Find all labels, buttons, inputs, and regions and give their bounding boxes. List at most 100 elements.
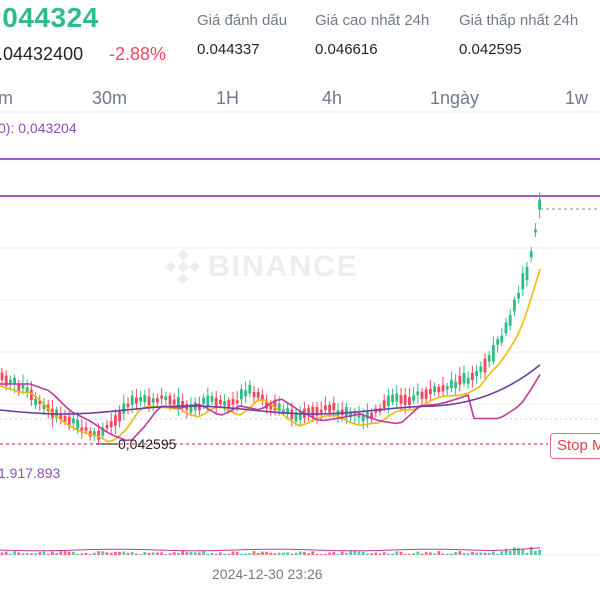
volume-bar [46,553,50,555]
candle-body [445,386,449,390]
candle-body [126,403,130,408]
candle-body [286,408,289,414]
candle-body [202,397,205,404]
volume-bar [135,553,138,555]
tab-timeframe-4h[interactable]: 4h [322,88,343,108]
candle-body [429,388,432,395]
high-24h-label: Giá cao nhất 24h [315,12,430,29]
candle-body [0,372,4,381]
volume-bar [345,553,348,555]
volume-bar [458,551,462,555]
volume-bar [517,548,520,555]
volume-ma-line [0,547,541,552]
candle-body [500,335,504,343]
volume-bar [391,553,394,555]
candle-body [135,397,138,404]
candle-body [391,394,394,402]
volume-bar [340,551,344,555]
volume-bar [59,551,63,555]
volume-bar [286,552,289,555]
stop-market-badge[interactable]: Stop M [550,433,600,459]
candle-body [160,395,163,399]
volume-bar [101,551,105,555]
tab-timeframe-1h[interactable]: 1H [216,88,240,108]
candle-body [151,398,155,403]
tab-timeframe-30m[interactable]: 30m [92,88,128,108]
volume-bar [382,552,386,555]
volume-bar [366,553,369,555]
volume-bar [357,551,361,555]
candle-body [143,395,147,403]
candle-body [177,397,180,408]
candle-body [59,413,63,420]
ma-mid-line [0,374,541,442]
volume-bar [349,551,352,555]
crosshair-time-label: 2024-12-30 23:26 [212,566,323,582]
volume-bar [72,551,75,555]
volume-bar [248,553,252,555]
candle-body [252,392,256,398]
tab-timeframe-1w[interactable]: 1w [565,88,589,108]
candle-body [156,398,159,403]
volume-bar [433,553,436,555]
volume-bar [210,552,214,555]
volume-bar [454,551,457,555]
volume-bar [403,553,407,555]
volume-bar [265,551,268,555]
volume-bar [307,553,310,555]
volume-bar [193,552,197,555]
candle-body [240,389,243,400]
volume-bar [399,551,403,555]
volume-bar [67,551,71,555]
volume-bar [105,552,109,555]
candle-body [529,251,533,258]
volume-bar [63,551,67,555]
low-price-marker-label: 0,042595 [118,436,177,452]
volume-bar [97,551,100,555]
candle-body [114,415,117,426]
volume-bar [185,552,189,555]
volume-bar [290,553,294,555]
tab-timeframe-1day[interactable]: 1ngày [430,88,480,108]
binance-logo-icon [166,250,200,284]
candle-body [4,375,8,386]
volume-bar [269,552,273,555]
mark-price-label: Giá đánh dấu [197,12,288,29]
volume-bar [416,551,420,555]
volume-bar [181,551,184,555]
tab-timeframe-partial[interactable]: m [0,88,13,108]
volume-bar [420,553,424,555]
volume-bar [55,552,58,555]
volume-bar [206,553,210,555]
candle-body [294,411,298,422]
volume-bar [38,552,42,555]
volume-bar [109,552,113,555]
volume-bar [17,552,21,555]
volume-bar [492,551,495,555]
volume-bar [445,553,449,555]
candle-body [382,400,386,409]
volume-bar [513,547,516,555]
volume-bar [424,552,428,555]
candle-body [206,395,210,406]
volume-bar [412,553,415,555]
volume-bar [370,553,373,555]
candle-body [181,401,184,406]
candle-body [105,424,109,429]
volume-bar [475,552,478,555]
volume-bar [487,552,491,555]
candle-body [412,395,415,401]
candle-body [454,381,457,389]
candle-body [269,404,273,410]
candle-body [80,427,84,431]
volume-bar [408,553,411,555]
candle-body [450,380,453,389]
candle-body [34,399,37,406]
candle-body [437,386,441,393]
volume-bar [252,551,256,555]
watermark-text: BINANCE [208,250,359,283]
volume-bar [504,548,508,555]
volume-bar [387,553,390,555]
candle-body [172,399,176,405]
